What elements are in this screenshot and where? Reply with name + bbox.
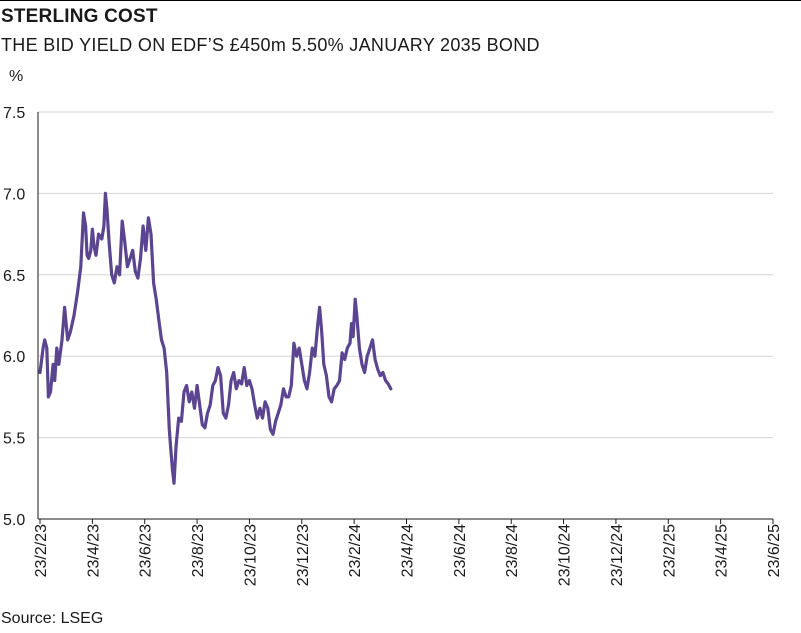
x-tick-label: 23/10/24 — [557, 524, 574, 586]
x-tick-label: 23/8/24 — [504, 524, 521, 577]
y-tick-label: 6.5 — [3, 268, 25, 285]
x-tick-label: 23/6/23 — [138, 524, 155, 577]
x-tick-label: 23/6/24 — [452, 524, 469, 577]
y-tick-label: 7.5 — [3, 105, 25, 122]
chart-title: STERLING COST — [1, 6, 158, 27]
chart-subtitle: THE BID YIELD ON EDF’S £450m 5.50% JANUA… — [1, 35, 540, 55]
x-tick-label: 23/4/23 — [85, 524, 102, 577]
source-note: Source: LSEG — [1, 610, 104, 627]
x-axis-ticks: 23/2/23 23/4/23 23/6/23 23/8/23 23/10/23 23/1… — [33, 519, 783, 586]
x-tick-label: 23/8/23 — [190, 524, 207, 577]
x-tick-label: 23/2/24 — [347, 524, 364, 577]
y-axis-ticks: 5.0 5.5 6.0 6.5 7.0 7.5 — [3, 105, 25, 529]
top-rule — [0, 0, 801, 1]
x-tick-label: 23/6/25 — [766, 524, 783, 577]
y-tick-label: 5.5 — [3, 431, 25, 448]
y-tick-label: 5.0 — [3, 512, 25, 529]
x-tick-label: 23/2/23 — [33, 524, 50, 577]
x-tick-label: 23/4/25 — [714, 524, 731, 577]
x-tick-label: 23/12/23 — [295, 524, 312, 586]
x-tick-label: 23/10/23 — [242, 524, 259, 586]
x-tick-label: 23/12/24 — [609, 524, 626, 586]
x-tick-label: 23/4/24 — [400, 524, 417, 577]
y-axis-unit-label: % — [9, 68, 24, 85]
x-tick-label: 23/2/25 — [661, 524, 678, 577]
y-tick-label: 7.0 — [3, 186, 25, 203]
gridlines — [38, 111, 773, 439]
y-tick-label: 6.0 — [3, 349, 25, 366]
yield-series-line — [38, 191, 393, 485]
